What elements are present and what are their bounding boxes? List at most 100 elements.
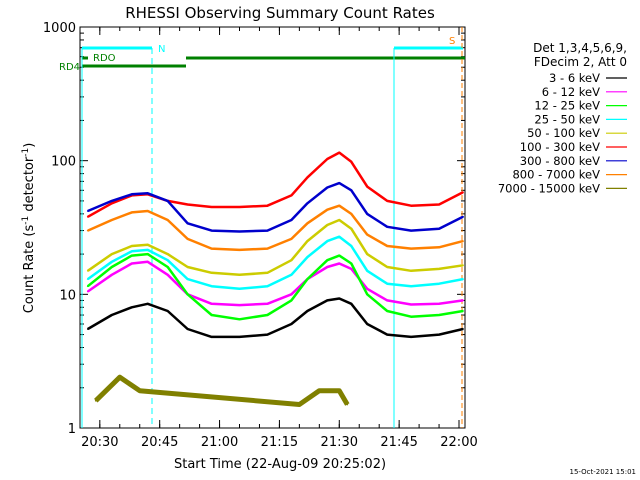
legend-label: 50 - 100 keV: [527, 126, 600, 140]
data-point-3-6-kev: [86, 328, 89, 330]
data-point-800-7000-kev: [166, 219, 169, 221]
legend-label: 300 - 800 keV: [520, 154, 600, 168]
data-point-300-800-kev: [110, 200, 113, 202]
data-point-50-100-kev: [350, 227, 353, 230]
data-point-7000-15000-kev: [318, 389, 321, 392]
data-point-7000-15000-kev: [298, 403, 301, 406]
data-point-50-100-kev: [438, 268, 440, 270]
data-point-50-100-kev: [166, 253, 169, 256]
data-point-3-6-kev: [438, 333, 440, 336]
legend-label: 800 - 7000 keV: [512, 168, 600, 182]
data-point-12-25-kev: [130, 254, 133, 257]
data-point-12-25-kev: [290, 299, 293, 302]
data-point-3-6-kev: [290, 323, 293, 325]
y-tick-label: 100: [51, 155, 76, 170]
data-point-300-800-kev: [130, 193, 133, 196]
y-tick-label: 10: [59, 288, 76, 303]
data-point-100-300-kev: [238, 206, 241, 208]
chart-title: RHESSI Observing Summary Count Rates: [125, 4, 435, 22]
data-point-50-100-kev: [290, 259, 293, 262]
x-axis-label: Start Time (22-Aug-09 20:25:02): [174, 457, 386, 472]
data-point-300-800-kev: [290, 219, 293, 221]
timestamp: 15-Oct-2021 15:01: [570, 468, 636, 476]
data-point-800-7000-kev: [110, 219, 113, 221]
plot-frame: [79, 26, 466, 429]
data-point-25-50-kev: [86, 278, 89, 280]
data-point-800-7000-kev: [210, 247, 213, 250]
data-point-800-7000-kev: [238, 249, 241, 251]
legend-title-line-2: FDecim 2, Att 0: [534, 55, 627, 69]
data-point-100-300-kev: [210, 206, 213, 208]
data-point-6-12-kev: [386, 299, 389, 302]
data-point-800-7000-kev: [306, 222, 309, 225]
data-point-800-7000-kev: [462, 240, 464, 243]
data-point-100-300-kev: [290, 194, 293, 197]
data-point-300-800-kev: [410, 229, 412, 232]
data-point-25-50-kev: [238, 287, 241, 290]
data-point-3-6-kev: [110, 314, 113, 316]
data-point-25-50-kev: [462, 278, 464, 280]
data-point-12-25-kev: [238, 318, 241, 321]
data-point-300-800-kev: [350, 189, 353, 192]
data-point-7000-15000-kev: [118, 376, 121, 379]
data-point-25-50-kev: [366, 269, 369, 272]
x-tick-label: 20:45: [141, 435, 178, 450]
data-point-50-100-kev: [326, 224, 329, 226]
data-point-25-50-kev: [166, 259, 169, 262]
y-axis-ticks: 1 10 100 1000: [43, 21, 465, 437]
data-point-12-25-kev: [186, 293, 189, 296]
series-line-7000-15000-kev: [94, 374, 350, 407]
data-point-800-7000-kev: [386, 245, 389, 247]
data-point-6-12-kev: [130, 262, 133, 265]
data-point-12-25-kev: [210, 314, 213, 316]
data-point-3-6-kev: [462, 328, 464, 330]
data-point-50-100-kev: [366, 253, 369, 256]
data-point-12-25-kev: [326, 259, 329, 262]
data-point-25-50-kev: [146, 249, 149, 251]
data-point-12-25-kev: [110, 266, 113, 268]
data-point-3-6-kev: [338, 297, 341, 300]
data-point-300-800-kev: [238, 230, 241, 233]
data-point-50-100-kev: [266, 271, 269, 274]
data-point-25-50-kev: [186, 278, 189, 280]
data-point-300-800-kev: [338, 182, 341, 185]
data-point-6-12-kev: [350, 268, 353, 270]
data-point-100-300-kev: [110, 202, 113, 205]
data-point-800-7000-kev: [350, 213, 353, 215]
data-point-6-12-kev: [238, 304, 241, 306]
data-point-300-800-kev: [86, 210, 89, 212]
data-point-800-7000-kev: [438, 246, 440, 249]
data-point-800-7000-kev: [338, 204, 341, 207]
data-point-300-800-kev: [266, 229, 269, 232]
rdo-label: RDO: [93, 53, 116, 64]
data-point-25-50-kev: [210, 285, 213, 288]
data-point-12-25-kev: [338, 254, 341, 257]
data-point-100-300-kev: [438, 203, 440, 206]
data-point-25-50-kev: [438, 282, 440, 285]
data-point-6-12-kev: [210, 302, 213, 305]
series-group: [86, 151, 464, 407]
data-point-3-6-kev: [210, 336, 213, 338]
data-point-300-800-kev: [386, 225, 389, 228]
data-point-50-100-kev: [462, 264, 464, 267]
data-point-25-50-kev: [110, 260, 113, 263]
data-point-12-25-kev: [306, 278, 309, 280]
data-point-800-7000-kev: [86, 229, 89, 232]
y-axis-label: Count Rate (s-1 detector-1): [21, 143, 37, 314]
data-point-50-100-kev: [386, 266, 389, 268]
data-point-50-100-kev: [210, 271, 213, 274]
data-point-6-12-kev: [338, 262, 341, 265]
data-point-50-100-kev: [306, 240, 309, 243]
data-point-6-12-kev: [146, 260, 149, 263]
data-point-3-6-kev: [306, 310, 309, 312]
data-point-300-800-kev: [462, 215, 464, 218]
data-point-12-25-kev: [166, 266, 169, 268]
data-point-25-50-kev: [410, 285, 412, 288]
data-point-6-12-kev: [410, 303, 412, 306]
data-point-50-100-kev: [86, 269, 89, 272]
y-tick-label: 1000: [43, 21, 76, 36]
data-point-50-100-kev: [338, 219, 341, 221]
series-line-100-300-kev: [87, 151, 464, 218]
data-point-3-6-kev: [238, 336, 241, 338]
north-label: N: [158, 44, 165, 55]
